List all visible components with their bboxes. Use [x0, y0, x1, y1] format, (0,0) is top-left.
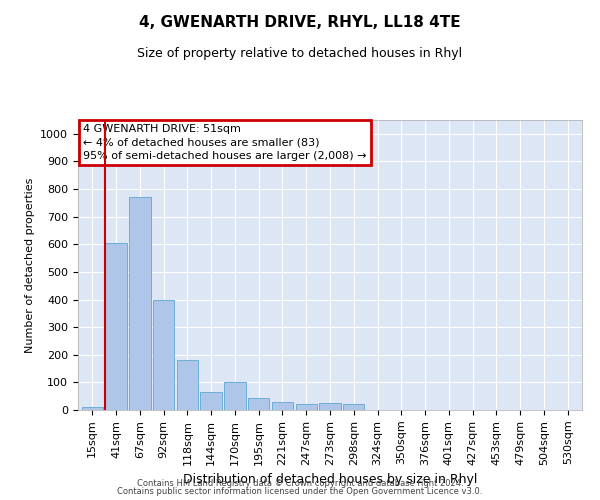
Text: Contains HM Land Registry data © Crown copyright and database right 2024.: Contains HM Land Registry data © Crown c… — [137, 478, 463, 488]
Bar — [82, 407, 103, 410]
Text: Size of property relative to detached houses in Rhyl: Size of property relative to detached ho… — [137, 48, 463, 60]
Bar — [200, 392, 222, 410]
Bar — [248, 398, 269, 410]
Bar — [176, 360, 198, 410]
Bar — [319, 403, 341, 410]
Bar — [224, 382, 245, 410]
Y-axis label: Number of detached properties: Number of detached properties — [25, 178, 35, 352]
Bar — [272, 402, 293, 410]
X-axis label: Distribution of detached houses by size in Rhyl: Distribution of detached houses by size … — [183, 473, 477, 486]
Bar — [153, 300, 174, 410]
Bar — [343, 404, 364, 410]
Bar — [106, 243, 127, 410]
Text: 4 GWENARTH DRIVE: 51sqm
← 4% of detached houses are smaller (83)
95% of semi-det: 4 GWENARTH DRIVE: 51sqm ← 4% of detached… — [83, 124, 367, 161]
Text: Contains public sector information licensed under the Open Government Licence v3: Contains public sector information licen… — [118, 487, 482, 496]
Bar — [296, 404, 317, 410]
Text: 4, GWENARTH DRIVE, RHYL, LL18 4TE: 4, GWENARTH DRIVE, RHYL, LL18 4TE — [139, 15, 461, 30]
Bar — [129, 198, 151, 410]
